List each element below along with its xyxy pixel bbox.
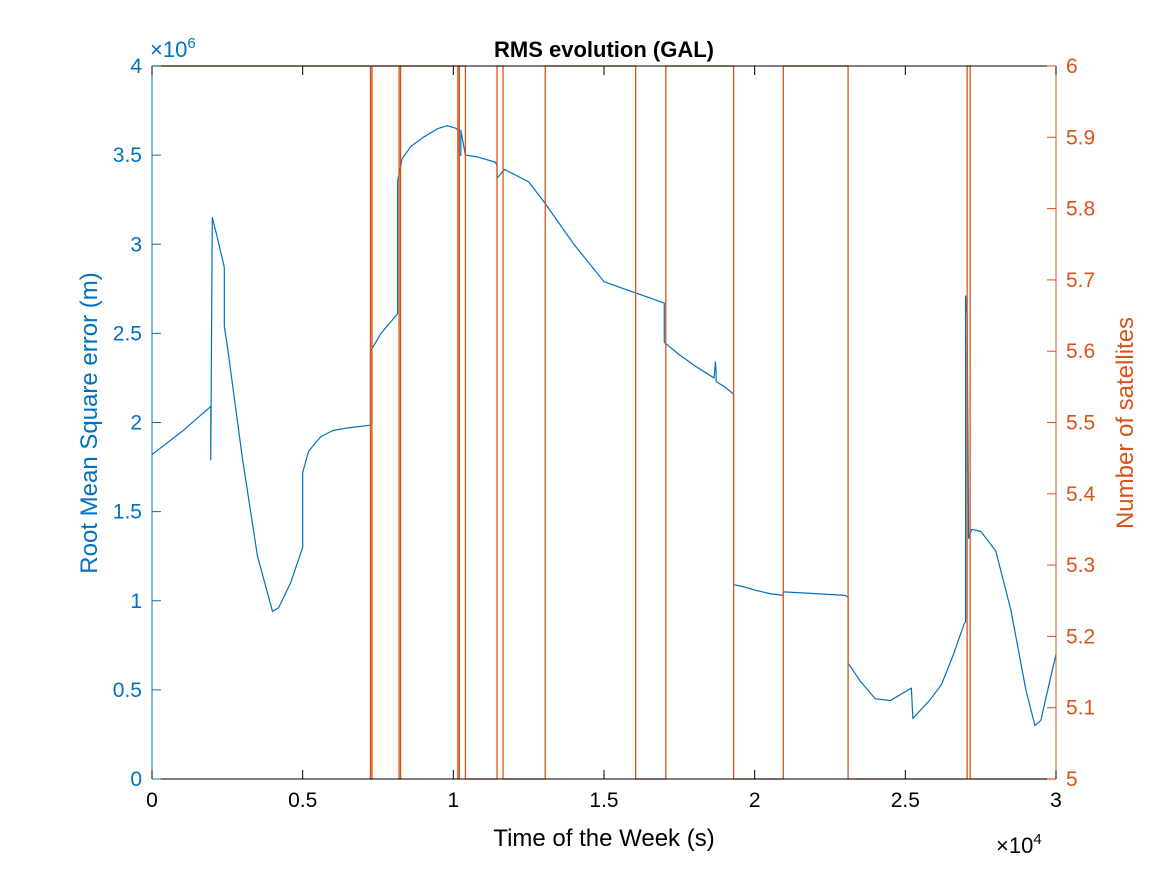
y-right-tick-label: 5.6: [1066, 340, 1095, 363]
y-axis-left-multiplier-exponent: 6: [187, 35, 195, 52]
y-axis-right-label: Number of satellites: [1112, 317, 1139, 529]
x-tick-label: 2.5: [891, 789, 920, 812]
y-left-tick-label: 0: [130, 768, 142, 791]
axes-layer: [151, 65, 1057, 780]
y-right-tick-label: 6: [1066, 55, 1078, 78]
y-left-tick-label: 3.5: [113, 144, 142, 167]
y-left-tick-label: 2.5: [113, 322, 142, 345]
y-left-tick-label: 1.5: [113, 501, 142, 524]
y-right-tick-label: 5.2: [1066, 625, 1095, 648]
x-axis-multiplier-exponent: 4: [1033, 831, 1041, 848]
rms-error-series-line: [151, 125, 1057, 727]
x-tick-label: 3: [1050, 789, 1062, 812]
y-right-tick-label: 5.3: [1066, 554, 1095, 577]
y-axis-left-multiplier-base: ×10: [150, 37, 187, 62]
series-layer: [151, 65, 1057, 780]
ticks-layer: 0 0.5 1 1.5 2 2.5 3 0 0.5 1 1.5 2 2.5 3 3.5 4 5 5.1 5.2 5.3…: [113, 55, 1096, 812]
x-tick-label: 1.5: [589, 789, 618, 812]
x-axis-multiplier: ×104: [996, 831, 1042, 858]
y-right-tick-label: 5.5: [1066, 412, 1095, 435]
x-tick-label: 1: [447, 789, 459, 812]
x-tick-label: 2: [749, 789, 761, 812]
y-axis-left-label: Root Mean Square error (m): [76, 272, 103, 573]
y-left-tick-label: 1: [130, 590, 142, 613]
y-left-tick-label: 4: [130, 55, 142, 78]
x-tick-label: 0.5: [288, 789, 317, 812]
y-right-tick-label: 5.4: [1066, 483, 1096, 506]
y-right-tick-label: 5.7: [1066, 269, 1095, 292]
satellite-count-series-line: [152, 65, 1056, 780]
x-axis-multiplier-base: ×10: [996, 833, 1033, 858]
y-right-tick-label: 5.8: [1066, 198, 1095, 221]
chart-title: RMS evolution (GAL): [494, 37, 714, 62]
y-left-tick-label: 0.5: [113, 679, 142, 702]
y-left-tick-label: 3: [130, 233, 142, 256]
y-right-tick-label: 5.1: [1066, 697, 1095, 720]
y-axis-left-multiplier: ×106: [150, 35, 196, 62]
y-left-tick-label: 2: [130, 412, 142, 435]
y-right-tick-label: 5.9: [1066, 126, 1095, 149]
x-tick-label: 0: [146, 789, 158, 812]
x-axis-label: Time of the Week (s): [493, 825, 714, 852]
y-right-tick-label: 5: [1066, 768, 1078, 791]
